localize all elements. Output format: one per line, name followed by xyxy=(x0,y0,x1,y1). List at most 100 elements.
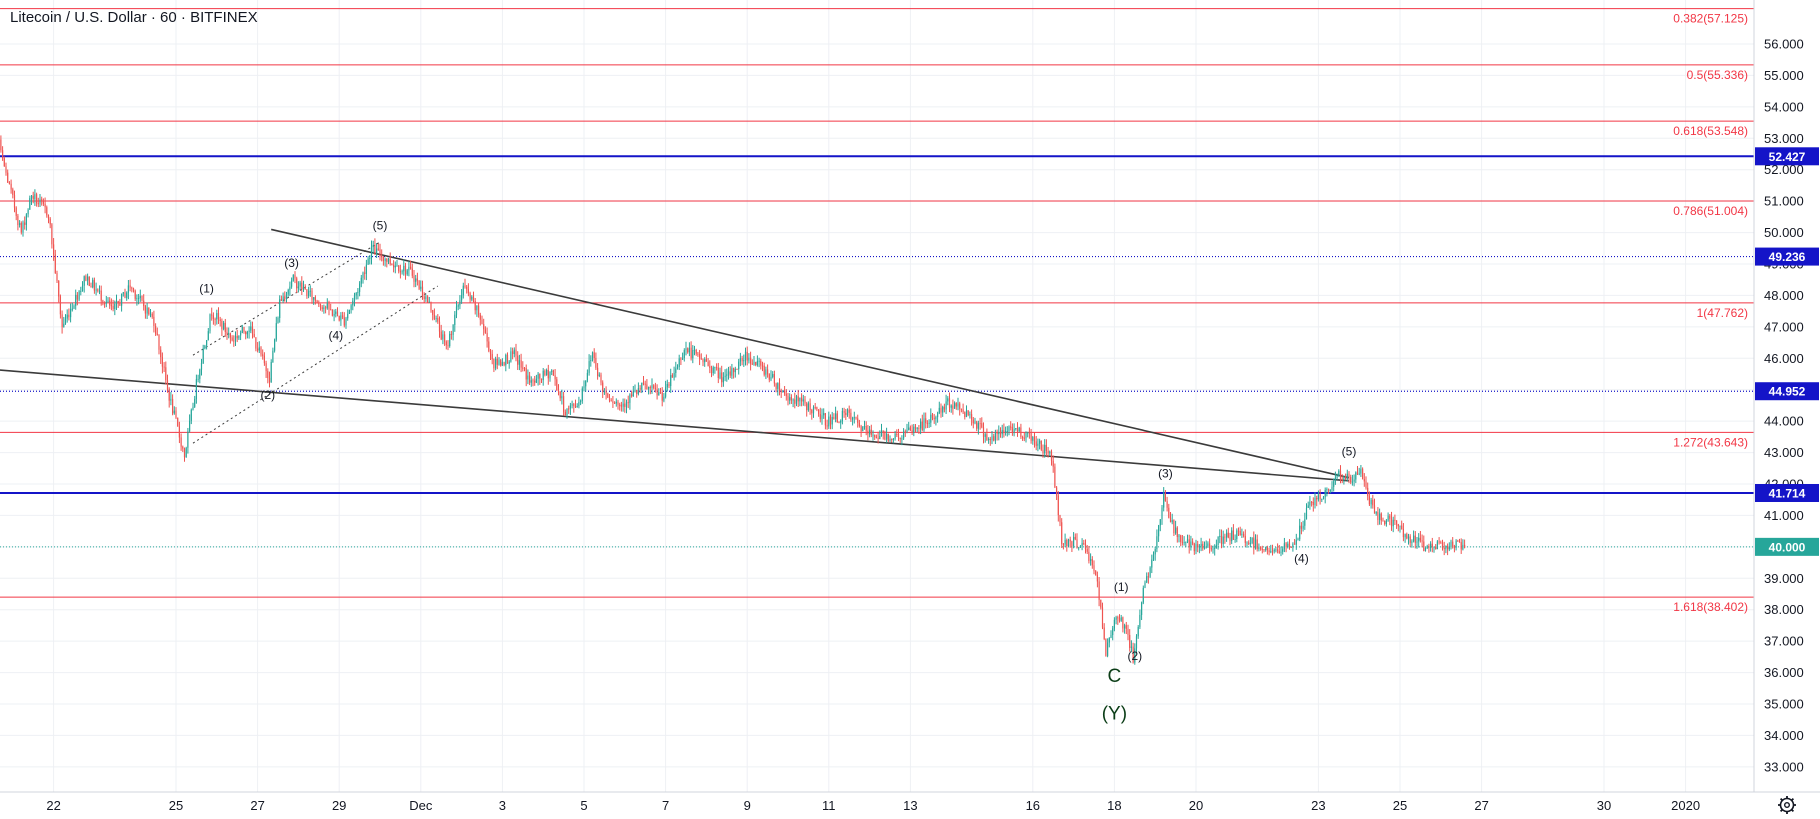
candle-body xyxy=(690,347,692,359)
candle-body xyxy=(110,305,112,307)
candle-body xyxy=(926,423,928,425)
candle-body xyxy=(132,288,135,291)
candle-body xyxy=(937,413,939,418)
candle-body xyxy=(1054,466,1056,488)
candle-body xyxy=(1275,549,1277,551)
candle-body xyxy=(493,359,495,369)
candle-body xyxy=(76,294,78,300)
candle-body xyxy=(914,426,917,429)
candle-body xyxy=(869,429,871,435)
candle-body xyxy=(506,354,509,364)
candle-body xyxy=(1215,545,1217,548)
candle-body xyxy=(965,410,968,418)
candle-body xyxy=(1010,426,1012,428)
candle-body xyxy=(36,194,38,204)
candle-body xyxy=(29,198,31,210)
candle-body xyxy=(804,399,806,404)
candle-body xyxy=(1069,539,1071,542)
candle-body xyxy=(34,194,36,200)
candle-body xyxy=(639,388,641,390)
candle-body xyxy=(1185,541,1187,543)
candle-body xyxy=(1251,537,1253,544)
candle-body xyxy=(858,422,860,427)
candle-body xyxy=(187,431,189,448)
candle-body xyxy=(529,375,531,383)
candle-body xyxy=(141,296,143,301)
candle-body xyxy=(1207,543,1209,547)
fib-level-label: 0.382(57.125) xyxy=(1673,12,1748,26)
candle-body xyxy=(1105,638,1107,656)
candle-body xyxy=(671,375,673,378)
candle-body xyxy=(1168,507,1170,518)
candle-body xyxy=(1052,460,1054,467)
candle-body xyxy=(32,195,34,200)
candle-body xyxy=(1287,543,1289,547)
candle-body xyxy=(772,374,774,377)
candle-body xyxy=(71,308,73,310)
candle-body xyxy=(114,304,116,310)
candle-body xyxy=(923,418,925,430)
candle-body xyxy=(1389,515,1391,519)
candles xyxy=(0,135,1466,665)
candle-body xyxy=(85,276,87,281)
candle-body xyxy=(461,295,463,301)
price-axis-panel[interactable] xyxy=(1754,0,1820,819)
candle-body xyxy=(945,401,947,410)
candle-body xyxy=(27,209,29,215)
candle-body xyxy=(799,397,801,402)
y-tick-label: 43.000 xyxy=(1764,445,1804,460)
time-axis-panel[interactable] xyxy=(0,792,1820,819)
candle-body xyxy=(1178,535,1180,537)
candle-body xyxy=(629,394,631,403)
candle-body xyxy=(1016,427,1019,432)
candle-body xyxy=(624,403,626,407)
candle-body xyxy=(1368,496,1370,505)
candle-body xyxy=(838,421,840,423)
candle-body xyxy=(1003,430,1005,433)
candle-body xyxy=(211,314,213,316)
candle-body xyxy=(1428,546,1430,549)
candle-body xyxy=(530,380,532,383)
candle-body xyxy=(719,372,721,378)
candle-body xyxy=(1005,431,1007,433)
candle-body xyxy=(389,258,391,264)
candle-body xyxy=(765,369,767,375)
candle-body xyxy=(986,434,988,440)
candle-body xyxy=(1186,539,1189,542)
candle-body xyxy=(165,367,167,381)
candle-body xyxy=(874,434,876,438)
candle-body xyxy=(763,365,765,375)
candle-body xyxy=(852,417,854,420)
candle-body xyxy=(1346,473,1348,479)
gear-icon[interactable] xyxy=(1778,796,1796,814)
candle-body xyxy=(173,410,175,414)
candle-body xyxy=(709,366,711,368)
candle-body xyxy=(727,371,730,375)
candle-body xyxy=(1406,534,1408,539)
candle-body xyxy=(729,371,731,376)
candle-body xyxy=(976,421,978,429)
candle-body xyxy=(704,359,706,363)
candle-body xyxy=(204,345,206,349)
candle-body xyxy=(632,391,634,397)
candle-body xyxy=(984,434,986,437)
wave-label: (5) xyxy=(1342,445,1357,459)
candle-body xyxy=(619,404,621,406)
candle-body xyxy=(879,436,881,440)
candle-body xyxy=(93,279,95,291)
candle-body xyxy=(700,358,702,360)
candle-body xyxy=(1127,628,1129,635)
candle-body xyxy=(115,301,118,305)
candle-body xyxy=(880,430,883,437)
candle-body xyxy=(1452,541,1454,547)
candle-body xyxy=(833,416,835,419)
candle-body xyxy=(994,432,996,441)
x-tick-label: 27 xyxy=(250,798,264,813)
candle-body xyxy=(1260,547,1262,549)
candle-body xyxy=(163,366,165,368)
candle-body xyxy=(379,249,381,256)
wave-label: (1) xyxy=(199,281,214,295)
candle-body xyxy=(30,195,33,199)
candle-body xyxy=(505,354,507,366)
